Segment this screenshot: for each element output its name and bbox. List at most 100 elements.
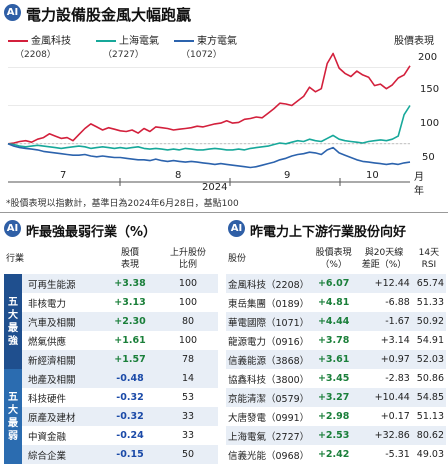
industry-ratio: 33 [158, 407, 218, 426]
industry-perf: +1.61 [102, 331, 158, 350]
series-line-2 [7, 143, 411, 169]
industry-ratio: 33 [158, 426, 218, 445]
stock-deviation: +10.44 [356, 388, 412, 407]
stock-deviation: -1.67 [356, 312, 412, 331]
x-tick-label: 9 [284, 170, 291, 181]
group-label: 五大最弱 [4, 369, 22, 464]
y-tick-label: 150 [420, 84, 440, 95]
stock-name: 京能清潔（0579） [226, 388, 312, 407]
stock-name: 龍源電力（0916） [226, 331, 312, 350]
stock-deviation: +3.14 [356, 331, 412, 350]
table-header: 行業 股價 表現 上升股份 比例 [4, 244, 218, 274]
industry-name: 新經濟相關 [22, 350, 102, 369]
stock-deviation: +0.17 [356, 407, 412, 426]
stock-deviation: +32.86 [356, 426, 412, 445]
x-tick-label: 8 [175, 170, 182, 181]
industry-name: 原產及建材 [22, 407, 102, 426]
stock-perf: +6.07 [311, 274, 357, 293]
y-tick-label: 50 [422, 152, 435, 163]
table-row: 龍源電力（0916） +3.78 +3.14 54.91 [226, 331, 446, 350]
stock-perf: +2.42 [311, 445, 357, 464]
table-row: 信義光能（0968） +2.42 -5.31 49.03 [226, 445, 446, 464]
legend-shanghai: 上海電氣 （2727） [96, 32, 159, 60]
right-table-title: 昨電力上下游行業股份向好 [250, 225, 407, 240]
series-line-1 [7, 105, 411, 151]
legend-jinfeng: 金風科技 （2208） [8, 32, 71, 60]
x-axis-year-unit: 年 [414, 186, 424, 197]
col-ratio: 上升股份 比例 [169, 248, 206, 270]
stock-perf: +4.44 [311, 312, 357, 331]
table-row: 五大最弱地產及相關 -0.48 14 [4, 369, 218, 464]
divider [0, 212, 448, 213]
industry-name: 非核電力 [22, 293, 102, 312]
stock-rsi: 51.13 [411, 407, 446, 426]
table-row: 中資金融 -0.24 33 [4, 426, 218, 445]
industry-perf: -0.32 [102, 388, 158, 407]
industry-name: 可再生能源 [22, 274, 102, 293]
industry-ratio: 100 [158, 293, 218, 312]
y-tick-label: 100 [420, 118, 440, 129]
industry-table: 行業 股價 表現 上升股份 比例 五大最強可再生能源 +3.38 100 非核電力 +3.1… [4, 244, 218, 464]
x-axis-year: 2024 [202, 182, 228, 193]
table-header: 股份 股價表現 （%） 與20天線 差距（%） 14天 RSI [226, 244, 446, 274]
stock-name: 信義能源（3868） [226, 350, 312, 369]
table-row: 汽車及相關 +2.30 80 [4, 312, 218, 331]
group-label: 五大最強 [4, 274, 22, 369]
industry-perf: -0.24 [102, 426, 158, 445]
industry-ratio: 100 [158, 331, 218, 350]
y-tick-label: 200 [418, 52, 438, 63]
industry-ratio: 78 [158, 350, 218, 369]
table-row: 華電國際（1071） +4.44 -1.67 50.92 [226, 312, 446, 331]
stock-rsi: 50.92 [411, 312, 446, 331]
industry-ratio: 80 [158, 312, 218, 331]
line-chart [7, 52, 411, 186]
stock-rsi: 50.86 [411, 369, 446, 388]
stock-perf: +3.45 [311, 369, 357, 388]
stock-perf: +3.78 [311, 331, 357, 350]
table-row: 金風科技（2208） +6.07 +12.44 65.74 [226, 274, 446, 293]
legend-name: 東方電氣 [197, 36, 237, 47]
legend-swatch [174, 40, 194, 42]
industry-ratio: 100 [158, 274, 218, 293]
left-table-title: 昨最強最弱行業（%） [26, 225, 157, 240]
stock-rsi: 52.03 [411, 350, 446, 369]
y-axis-label: 股價表現 [394, 36, 434, 47]
industry-perf: +1.57 [102, 350, 158, 369]
stock-name: 東岳集團（0189） [226, 293, 312, 312]
table-row: 五大最強可再生能源 +3.38 100 [4, 274, 218, 369]
industry-perf: -0.15 [102, 445, 158, 464]
stock-name: 金風科技（2208） [226, 274, 312, 293]
table-row: 科技硬件 -0.32 53 [4, 388, 218, 407]
col-stock: 股份 [228, 254, 247, 264]
stock-rsi: 51.33 [411, 293, 446, 312]
stock-perf: +3.27 [311, 388, 357, 407]
industry-name: 燃氣供應 [22, 331, 102, 350]
stock-name: 上海電氣（2727） [226, 426, 312, 445]
power-stocks-table: 股份 股價表現 （%） 與20天線 差距（%） 14天 RSI 金風科技（2208） +… [226, 244, 446, 464]
table-row: 協鑫科技（3800） +3.45 -2.83 50.86 [226, 369, 446, 388]
stock-perf: +2.53 [311, 426, 357, 445]
stock-name: 華電國際（1071） [226, 312, 312, 331]
industry-perf: +3.13 [102, 293, 158, 312]
table-row: 京能清潔（0579） +3.27 +10.44 54.85 [226, 388, 446, 407]
industry-ratio: 53 [158, 388, 218, 407]
chart-title: 電力設備股金風大幅跑贏 [26, 6, 192, 24]
chart-footnote: *股價表現以指數計，基準日為2024年6月28日，基點100 [6, 199, 239, 209]
industry-perf: -0.48 [102, 369, 158, 388]
table-row: 上海電氣（2727） +2.53 +32.86 80.62 [226, 426, 446, 445]
col-perf: 股價表現 （%） [315, 248, 352, 270]
industry-name: 科技硬件 [22, 388, 102, 407]
stock-perf: +4.81 [311, 293, 357, 312]
x-tick-label: 10 [366, 170, 379, 181]
table-row: 東岳集團（0189） +4.81 -6.88 51.33 [226, 293, 446, 312]
legend-name: 上海電氣 [119, 36, 159, 47]
stock-name: 信義光能（0968） [226, 445, 312, 464]
stock-rsi: 65.74 [411, 274, 446, 293]
news-badge-icon: AI [4, 4, 21, 21]
industry-name: 地產及相關 [22, 369, 102, 388]
legend-name: 金風科技 [31, 36, 71, 47]
stock-rsi: 49.03 [411, 445, 446, 464]
table-row: 新經濟相關 +1.57 78 [4, 350, 218, 369]
x-axis-unit: 月 [414, 172, 424, 183]
stock-rsi: 80.62 [411, 426, 446, 445]
